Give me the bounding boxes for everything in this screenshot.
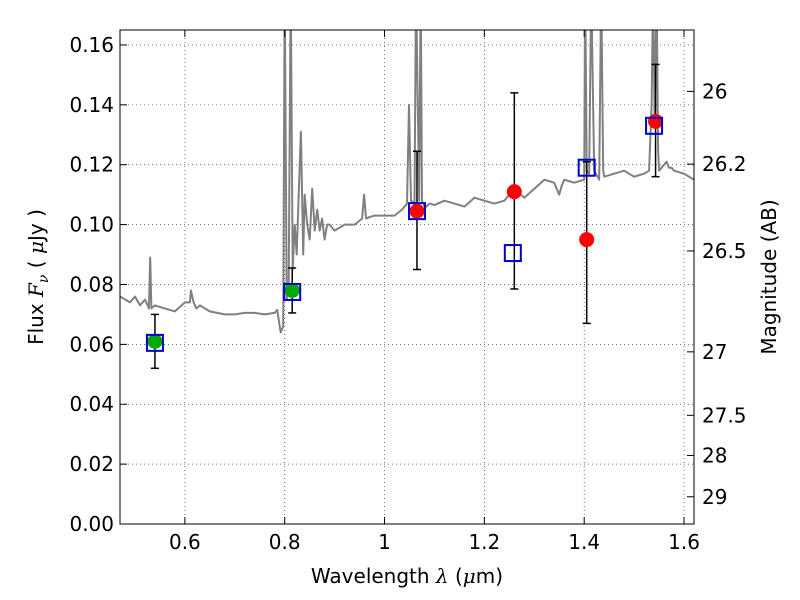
y-tick-label: 0.00 [69, 512, 114, 536]
right-tick-label: 29 [702, 485, 727, 509]
model-square [145, 333, 164, 352]
x-tick-label: 1.4 [568, 530, 600, 554]
y-tick-label: 0.02 [69, 452, 114, 476]
x-tick-label: 1.2 [468, 530, 500, 554]
right-tick-label: 26 [702, 79, 727, 103]
green-data-point [284, 282, 300, 298]
red-data-point [648, 113, 664, 129]
model-square [645, 116, 664, 135]
x-tick-label: 1 [378, 530, 391, 554]
y-tick-label: 0.14 [69, 93, 114, 117]
spectrum-line [120, 30, 694, 334]
x-tick-label: 0.6 [169, 530, 201, 554]
data-points [147, 113, 664, 349]
y-tick-label: 0.16 [69, 33, 114, 57]
x-tick-label: 0.8 [269, 530, 301, 554]
model-square [283, 282, 302, 301]
x-axis-title: Wavelength λ (μm) [311, 564, 503, 588]
y-tick-label: 0.04 [69, 392, 114, 416]
right-tick-label: 27 [702, 340, 727, 364]
model-square [577, 158, 596, 177]
right-axis-title: Magnitude (AB) [757, 199, 781, 354]
right-tick-label: 26.5 [702, 239, 747, 263]
x-axis-ticks: 0.6 0.8 1 1.2 1.4 1.6 [169, 30, 700, 554]
model-square [407, 202, 426, 221]
y-tick-label: 0.06 [69, 332, 114, 356]
right-tick-label: 26.2 [702, 152, 747, 176]
y-tick-label: 0.12 [69, 153, 114, 177]
right-tick-label: 28 [702, 443, 727, 467]
plot-frame [119, 29, 695, 525]
model-squares [145, 116, 664, 352]
red-data-point [579, 232, 595, 248]
y-axis-ticks: 0.00 0.02 0.04 0.06 0.08 0.10 0.12 0.14 0.16 [69, 33, 127, 536]
plot-background [120, 30, 694, 524]
red-data-point [409, 203, 425, 219]
y-tick-label: 0.08 [69, 272, 114, 296]
model-square [503, 244, 522, 263]
y-tick-label: 0.10 [69, 213, 114, 237]
right-tick-label: 27.5 [702, 403, 747, 427]
red-data-point [506, 184, 522, 200]
right-axis-ticks: 26 26.2 26.5 27 27.5 28 29 [687, 79, 747, 509]
green-data-point [147, 333, 163, 349]
y-axis-title: Flux Fν ( μJy ) [24, 209, 52, 345]
x-tick-label: 1.6 [668, 530, 700, 554]
